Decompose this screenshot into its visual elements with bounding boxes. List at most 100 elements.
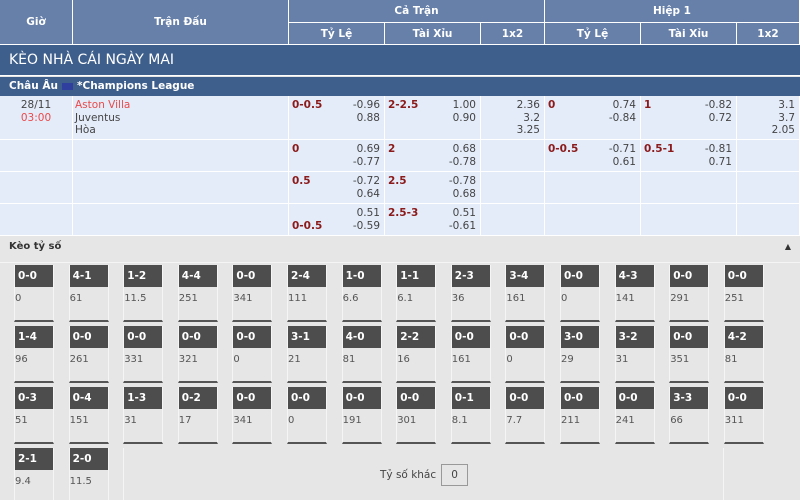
score-odds: 0 (288, 415, 295, 426)
score-odds: 251 (178, 293, 198, 304)
score-cell[interactable]: 0-0 211 (560, 387, 600, 444)
score-cell[interactable]: 2-4 111 (287, 265, 327, 322)
odds-value[interactable]: -0.59 (352, 219, 380, 232)
header-ft-tai-xiu: Tài Xỉu (385, 23, 481, 45)
score-cell[interactable]: 1-2 11.5 (123, 265, 164, 322)
odds-value[interactable]: 1.00 (452, 99, 476, 111)
score-cell[interactable]: 2-1 9.4 (14, 448, 54, 500)
score-cell[interactable]: 0-3 51 (14, 387, 54, 444)
score-cell[interactable]: 0-0 0 (232, 326, 273, 383)
score-cell[interactable]: 1-0 6.6 (341, 265, 382, 322)
score-cell[interactable]: 2-3 36 (450, 265, 491, 322)
score-label: 0-0 (233, 326, 272, 348)
odds-value[interactable]: 0.90 (452, 111, 476, 124)
score-label: 0-0 (506, 326, 545, 348)
score-cell[interactable]: 0-0 0 (560, 265, 600, 322)
odds-value[interactable]: 0.71 (708, 155, 732, 168)
keo-ty-so-header[interactable]: Kèo tỷ số ▲ (0, 236, 800, 263)
odds-value[interactable]: 0.72 (708, 111, 732, 124)
score-cell[interactable]: 0-0 251 (723, 265, 764, 322)
score-cell[interactable]: 0-4 151 (68, 387, 109, 444)
score-cell[interactable]: 0-0 0 (505, 326, 546, 383)
odds-value[interactable]: -0.78 (448, 175, 476, 187)
odds-value[interactable]: 0.68 (452, 187, 476, 200)
score-cell[interactable]: 4-1 61 (68, 265, 109, 322)
match-cell (73, 204, 289, 236)
odds-value[interactable]: 2.36 (516, 99, 540, 111)
odds-value[interactable]: 0.61 (612, 155, 636, 168)
score-odds: 11.5 (69, 476, 92, 487)
odds-value[interactable]: 0.69 (356, 143, 380, 155)
score-cell[interactable]: 0-2 17 (177, 387, 218, 444)
score-cell[interactable]: 0-0 0 (14, 265, 54, 322)
triangle-up-icon[interactable]: ▲ (784, 242, 791, 251)
odds-value[interactable]: 0.68 (452, 143, 476, 155)
odds-value[interactable]: 0.74 (612, 99, 636, 111)
odds-value[interactable]: -0.84 (608, 111, 636, 124)
handicap-line: 0-0.5 (292, 99, 323, 111)
score-cell[interactable]: 1-3 31 (123, 387, 164, 444)
score-cell[interactable]: 0-0 321 (177, 326, 218, 383)
odds-value[interactable]: -0.61 (448, 219, 476, 232)
score-cell[interactable]: 0-0 301 (396, 387, 437, 444)
score-cell[interactable]: 0-0 7.7 (505, 387, 546, 444)
odds-value[interactable]: -0.78 (448, 155, 476, 168)
score-label: 0-0 (506, 387, 545, 409)
odds-value[interactable]: -0.96 (352, 99, 380, 111)
score-cell[interactable]: 1-4 96 (14, 326, 54, 383)
score-cell[interactable]: 0-0 341 (232, 387, 273, 444)
odds-value[interactable]: 0.64 (356, 187, 380, 200)
score-cell[interactable]: 3-1 21 (287, 326, 327, 383)
score-odds: 191 (342, 415, 362, 426)
odds-value[interactable]: -0.82 (704, 99, 732, 111)
odds-value[interactable]: -0.77 (352, 155, 380, 168)
draw-label: Hòa (75, 124, 96, 136)
score-cell[interactable]: 2-0 11.5 (68, 448, 109, 500)
odds-value[interactable]: 3.25 (516, 124, 540, 136)
score-cell[interactable]: 0-0 311 (723, 387, 764, 444)
score-cell[interactable]: 0-0 241 (614, 387, 655, 444)
score-cell[interactable]: 4-2 81 (723, 326, 764, 383)
odds-value[interactable]: 3.2 (523, 111, 540, 124)
score-cell[interactable]: 3-2 31 (614, 326, 655, 383)
score-cell[interactable]: 0-0 331 (123, 326, 164, 383)
score-label: 4-2 (724, 326, 763, 348)
ft-hdp-cell: 0.5 -0.72 0.64 (289, 172, 385, 204)
score-cell[interactable]: 0-0 191 (341, 387, 382, 444)
score-cell[interactable]: 0-0 261 (68, 326, 109, 383)
score-cell[interactable]: 0-0 341 (232, 265, 273, 322)
home-team[interactable]: Aston Villa (75, 99, 131, 111)
odds-value[interactable]: 2.05 (771, 124, 795, 136)
score-cell[interactable]: 4-3 141 (614, 265, 655, 322)
handicap-line: 2.5-3 (388, 207, 419, 219)
score-cell[interactable]: 4-4 251 (177, 265, 218, 322)
away-team[interactable]: Juventus (75, 111, 121, 124)
score-cell[interactable]: 3-4 161 (505, 265, 546, 322)
score-cell[interactable]: 2-2 16 (396, 326, 437, 383)
odds-value[interactable]: 3.1 (778, 99, 795, 111)
odds-value[interactable]: 0.51 (452, 207, 476, 219)
odds-value[interactable]: 0.88 (356, 111, 380, 124)
score-cell[interactable]: 0-0 161 (450, 326, 491, 383)
league-name: *Champions League (77, 80, 195, 92)
score-cell[interactable]: 0-0 291 (669, 265, 710, 322)
odds-value[interactable]: -0.81 (704, 143, 732, 155)
score-label: 0-4 (69, 387, 108, 409)
league-region: Châu Âu (9, 80, 58, 92)
score-odds: 161 (506, 293, 526, 304)
score-cell[interactable]: 0-0 351 (669, 326, 710, 383)
other-score-value[interactable]: 0 (441, 464, 469, 486)
score-cell[interactable]: 0-0 0 (287, 387, 327, 444)
score-cell[interactable]: 3-0 29 (560, 326, 600, 383)
odds-value[interactable]: 3.7 (778, 111, 795, 124)
score-cell[interactable]: 3-3 66 (669, 387, 710, 444)
score-label: 2-1 (15, 448, 53, 470)
ft-1x2-cell: 2.36 3.2 3.25 (481, 96, 545, 140)
odds-value[interactable]: -0.72 (352, 175, 380, 187)
odds-value[interactable]: 0.51 (356, 207, 380, 219)
score-cell[interactable]: 1-1 6.1 (396, 265, 437, 322)
odds-value[interactable]: -0.71 (608, 143, 636, 155)
league-bar[interactable]: Châu Âu *Champions League (0, 77, 800, 96)
score-cell[interactable]: 4-0 81 (341, 326, 382, 383)
score-cell[interactable]: 0-1 8.1 (450, 387, 491, 444)
